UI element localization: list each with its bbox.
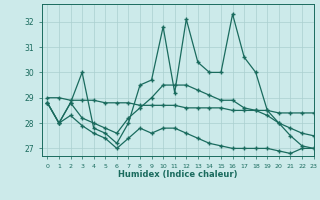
X-axis label: Humidex (Indice chaleur): Humidex (Indice chaleur) [118,170,237,179]
